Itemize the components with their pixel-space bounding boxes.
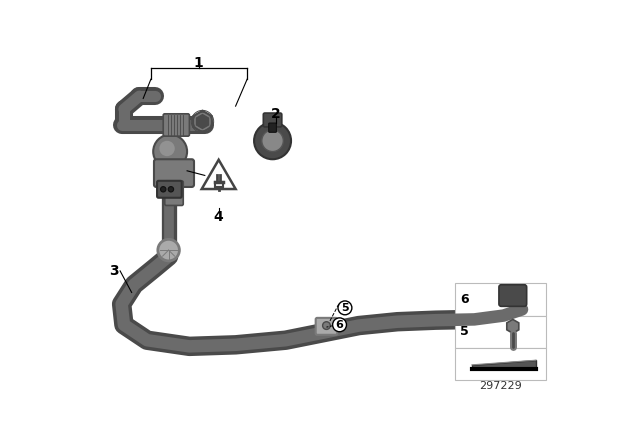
Polygon shape bbox=[202, 160, 236, 189]
Text: 1: 1 bbox=[194, 56, 204, 70]
Text: 2: 2 bbox=[271, 107, 280, 121]
Polygon shape bbox=[472, 360, 536, 370]
Polygon shape bbox=[507, 319, 519, 333]
Polygon shape bbox=[196, 115, 209, 129]
FancyBboxPatch shape bbox=[157, 181, 182, 198]
Polygon shape bbox=[193, 111, 212, 132]
Circle shape bbox=[159, 141, 175, 156]
FancyBboxPatch shape bbox=[316, 318, 337, 335]
Text: 3: 3 bbox=[109, 264, 119, 278]
Circle shape bbox=[254, 122, 291, 159]
FancyBboxPatch shape bbox=[164, 181, 183, 206]
Text: 297229: 297229 bbox=[479, 381, 522, 392]
Text: 6: 6 bbox=[335, 320, 344, 330]
FancyBboxPatch shape bbox=[499, 285, 527, 306]
Circle shape bbox=[338, 301, 352, 315]
FancyBboxPatch shape bbox=[154, 159, 194, 187]
Circle shape bbox=[323, 322, 330, 329]
Text: 4: 4 bbox=[214, 210, 223, 224]
FancyBboxPatch shape bbox=[269, 123, 276, 132]
FancyBboxPatch shape bbox=[263, 113, 282, 127]
Circle shape bbox=[153, 134, 187, 168]
Text: 6: 6 bbox=[460, 293, 468, 306]
Text: 5: 5 bbox=[460, 325, 468, 338]
Circle shape bbox=[168, 186, 173, 192]
Circle shape bbox=[158, 239, 179, 261]
Circle shape bbox=[333, 318, 346, 332]
Text: 5: 5 bbox=[341, 303, 349, 313]
Bar bbox=[455, 348, 546, 380]
FancyBboxPatch shape bbox=[163, 114, 189, 136]
Circle shape bbox=[262, 130, 284, 151]
Bar bbox=[455, 283, 546, 315]
Circle shape bbox=[161, 186, 166, 192]
Bar bbox=[455, 315, 546, 348]
